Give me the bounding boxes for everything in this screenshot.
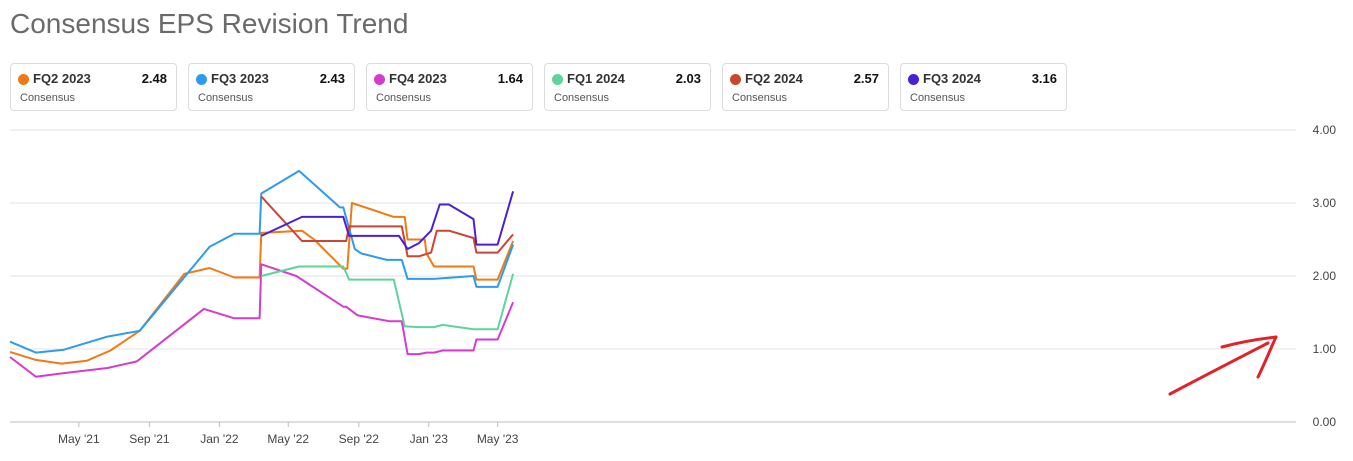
legend-series-value: 1.64	[497, 71, 523, 86]
y-tick-label: 2.00	[1313, 269, 1337, 283]
y-tick-label: 0.00	[1313, 415, 1337, 429]
legend-series-name: FQ2 2024	[745, 71, 803, 86]
y-tick-label: 4.00	[1313, 123, 1337, 137]
x-tick-label: Jan '22	[200, 432, 239, 446]
series-color-dot	[552, 74, 563, 85]
legend-series-subtitle: Consensus	[198, 92, 254, 104]
series-color-dot	[374, 74, 385, 85]
legend-series-name: FQ2 2023	[33, 71, 91, 86]
legend-card-fq2-2023[interactable]: FQ2 2023 2.48 Consensus	[10, 63, 177, 111]
x-tick-label: Sep '21	[129, 432, 170, 446]
legend-series-name: FQ3 2024	[923, 71, 981, 86]
series-line-fq4-2023[interactable]	[9, 263, 515, 378]
legend-series-value: 3.16	[1031, 71, 1057, 86]
series-line-fq3-2023[interactable]	[9, 169, 515, 354]
legend-card-fq1-2024[interactable]: FQ1 2024 2.03 Consensus	[544, 63, 711, 111]
legend-series-name: FQ3 2023	[211, 71, 269, 86]
red-arrow-annotation	[1168, 335, 1278, 396]
x-tick-label: May '23	[477, 432, 519, 446]
y-tick-label: 1.00	[1313, 342, 1337, 356]
legend-series-value: 2.03	[675, 71, 701, 86]
legend-series-subtitle: Consensus	[910, 92, 966, 104]
series-color-dot	[196, 74, 207, 85]
series-line-fq1-2024[interactable]	[261, 265, 515, 331]
legend-card-fq3-2023[interactable]: FQ3 2023 2.43 Consensus	[188, 63, 355, 111]
legend-card-fq4-2023[interactable]: FQ4 2023 1.64 Consensus	[366, 63, 533, 111]
x-tick-label: Jan '23	[410, 432, 449, 446]
legend-series-subtitle: Consensus	[376, 92, 432, 104]
legend-series-value: 2.57	[853, 71, 879, 86]
chart-title: Consensus EPS Revision Trend	[10, 8, 409, 39]
legend-series-name: FQ4 2023	[389, 71, 447, 86]
series-color-dot	[908, 74, 919, 85]
series-line-fq3-2024[interactable]	[260, 191, 515, 250]
legend-series-name: FQ1 2024	[567, 71, 625, 86]
legend-series-value: 2.43	[319, 71, 345, 86]
series-color-dot	[730, 74, 741, 85]
legend-card-fq2-2024[interactable]: FQ2 2024 2.57 Consensus	[722, 63, 889, 111]
series-line-fq2-2024[interactable]	[260, 195, 514, 258]
y-tick-label: 3.00	[1313, 196, 1337, 210]
x-tick-label: May '22	[267, 432, 309, 446]
legend-series-subtitle: Consensus	[732, 92, 788, 104]
legend-series-subtitle: Consensus	[554, 92, 610, 104]
legend-card-fq3-2024[interactable]: FQ3 2024 3.16 Consensus	[900, 63, 1067, 111]
series-color-dot	[18, 74, 29, 85]
x-tick-label: Sep '22	[339, 432, 380, 446]
legend-series-value: 2.48	[141, 71, 167, 86]
x-tick-label: May '21	[58, 432, 100, 446]
legend-series-subtitle: Consensus	[20, 92, 76, 104]
